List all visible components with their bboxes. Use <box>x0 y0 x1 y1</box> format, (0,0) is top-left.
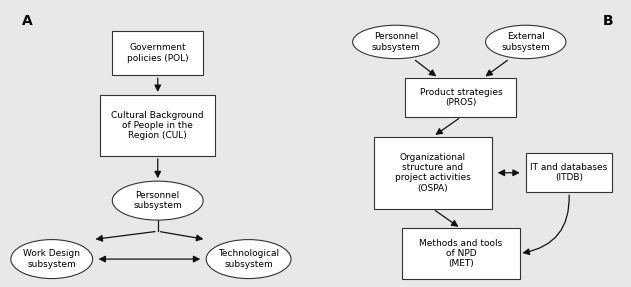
Ellipse shape <box>206 240 291 279</box>
Ellipse shape <box>112 181 203 220</box>
Text: Personnel
subsystem: Personnel subsystem <box>133 191 182 210</box>
FancyBboxPatch shape <box>402 228 519 279</box>
Text: Product strategies
(PROS): Product strategies (PROS) <box>420 88 502 107</box>
Text: Government
policies (POL): Government policies (POL) <box>127 43 189 63</box>
Text: B: B <box>603 14 614 28</box>
Ellipse shape <box>11 240 93 279</box>
FancyBboxPatch shape <box>526 153 612 192</box>
Ellipse shape <box>353 25 439 59</box>
FancyBboxPatch shape <box>374 137 492 209</box>
Text: Cultural Background
of People in the
Region (CUL): Cultural Background of People in the Reg… <box>112 110 204 140</box>
Text: Technological
subsystem: Technological subsystem <box>218 249 279 269</box>
FancyBboxPatch shape <box>112 31 203 75</box>
Text: External
subsystem: External subsystem <box>502 32 550 52</box>
FancyBboxPatch shape <box>100 95 215 156</box>
Text: Work Design
subsystem: Work Design subsystem <box>23 249 80 269</box>
Text: IT and databases
(ITDB): IT and databases (ITDB) <box>531 163 608 183</box>
Text: A: A <box>21 14 32 28</box>
Text: Methods and tools
of NPD
(MET): Methods and tools of NPD (MET) <box>419 238 502 268</box>
Text: Personnel
subsystem: Personnel subsystem <box>372 32 420 52</box>
Text: Organizational
structure and
project activities
(OSPA): Organizational structure and project act… <box>395 153 471 193</box>
Ellipse shape <box>486 25 566 59</box>
FancyBboxPatch shape <box>405 78 516 117</box>
